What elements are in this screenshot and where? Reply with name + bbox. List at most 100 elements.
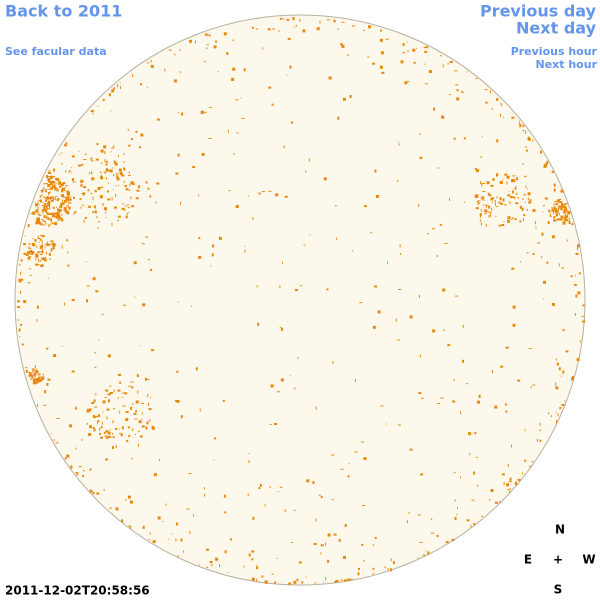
facula-dot <box>566 239 568 242</box>
facula-dot <box>141 418 143 420</box>
facula-dot <box>440 55 442 57</box>
facular-link[interactable]: See facular data <box>5 45 107 58</box>
facula-dot <box>331 454 335 456</box>
facula-dot <box>49 258 51 260</box>
facula-dot <box>524 429 526 432</box>
facula-dot <box>37 374 41 376</box>
facula-dot <box>54 189 58 190</box>
facula-dot <box>523 175 527 177</box>
facula-dot <box>268 190 272 192</box>
facula-dot <box>284 509 286 513</box>
facula-dot <box>129 525 130 527</box>
facula-dot <box>49 218 51 220</box>
facula-dot <box>213 459 215 461</box>
facula-dot <box>559 198 562 200</box>
facula-dot <box>62 199 64 203</box>
facula-dot <box>115 185 117 186</box>
facula-dot <box>442 329 445 331</box>
facula-dot <box>145 426 148 430</box>
facula-dot <box>48 184 50 186</box>
facula-dot <box>32 238 34 240</box>
facula-dot <box>560 209 562 211</box>
facula-dot <box>471 499 475 501</box>
facula-dot <box>107 393 111 396</box>
facula-dot <box>400 60 404 64</box>
facula-dot <box>40 251 43 253</box>
facula-dot <box>191 305 192 307</box>
facula-dot <box>36 370 38 374</box>
facula-dot <box>106 408 110 411</box>
facula-dot <box>526 149 528 152</box>
facula-dot <box>73 213 76 215</box>
facula-dot <box>564 217 566 221</box>
facula-dot <box>494 202 496 206</box>
facula-dot <box>488 499 491 501</box>
facula-dot <box>58 208 62 212</box>
facula-dot <box>116 175 119 179</box>
facula-dot <box>576 358 580 362</box>
facula-dot <box>327 533 331 537</box>
facula-dot <box>130 196 132 200</box>
facula-dot <box>38 204 40 206</box>
facula-dot <box>436 535 439 537</box>
facula-dot <box>293 509 296 511</box>
facula-dot <box>52 222 54 224</box>
facula-dot <box>148 403 150 406</box>
back-link[interactable]: Back to 2011 <box>5 2 122 21</box>
facula-dot <box>428 70 432 73</box>
facula-dot <box>84 216 87 219</box>
facula-dot <box>223 494 226 498</box>
facula-dot <box>518 123 521 125</box>
facula-dot <box>512 179 516 183</box>
facula-dot <box>47 203 51 207</box>
facula-dot <box>551 171 554 173</box>
facula-dot <box>108 93 111 97</box>
facula-dot <box>496 98 499 101</box>
previous-hour-link[interactable]: Previous hour <box>511 45 598 58</box>
facula-dot <box>357 572 360 576</box>
facula-dot <box>535 226 537 229</box>
facula-dot <box>326 288 329 291</box>
facula-dot <box>559 207 563 209</box>
previous-day-link[interactable]: Previous day <box>480 2 597 21</box>
facula-dot <box>551 208 553 211</box>
facula-dot <box>269 423 272 425</box>
facula-dot <box>264 580 267 583</box>
facula-dot <box>101 162 103 165</box>
facula-dot <box>150 397 151 399</box>
facula-dot <box>102 98 105 101</box>
facula-dot <box>491 207 493 211</box>
facula-dot <box>33 381 37 385</box>
facula-dot <box>474 168 477 170</box>
facula-dot <box>453 472 456 474</box>
facula-dot <box>226 52 229 55</box>
facula-dot <box>30 378 32 380</box>
facula-dot <box>104 171 106 174</box>
facula-dot <box>44 190 47 193</box>
facula-dot <box>39 199 42 202</box>
facula-dot <box>494 199 496 203</box>
facula-dot <box>124 392 128 395</box>
facula-dot <box>236 132 239 134</box>
facula-dot <box>38 241 40 243</box>
facula-dot <box>204 487 205 490</box>
facula-dot <box>171 533 173 535</box>
facula-dot <box>504 403 507 406</box>
facula-dot <box>336 237 337 240</box>
facula-dot <box>130 406 132 410</box>
facula-dot <box>180 538 183 542</box>
facula-dot <box>511 116 515 119</box>
facula-dot <box>556 218 560 221</box>
next-hour-link[interactable]: Next hour <box>536 58 598 71</box>
facula-dot <box>558 367 561 371</box>
next-day-link[interactable]: Next day <box>516 19 597 38</box>
facula-dot <box>44 246 46 249</box>
facula-dot <box>212 244 215 248</box>
facula-dot <box>42 220 45 222</box>
facula-dot <box>349 578 353 580</box>
facula-dot <box>398 143 400 146</box>
facula-dot <box>407 50 410 52</box>
facula-dot <box>65 210 67 214</box>
facula-dot <box>65 170 67 173</box>
facula-dot <box>47 183 51 187</box>
